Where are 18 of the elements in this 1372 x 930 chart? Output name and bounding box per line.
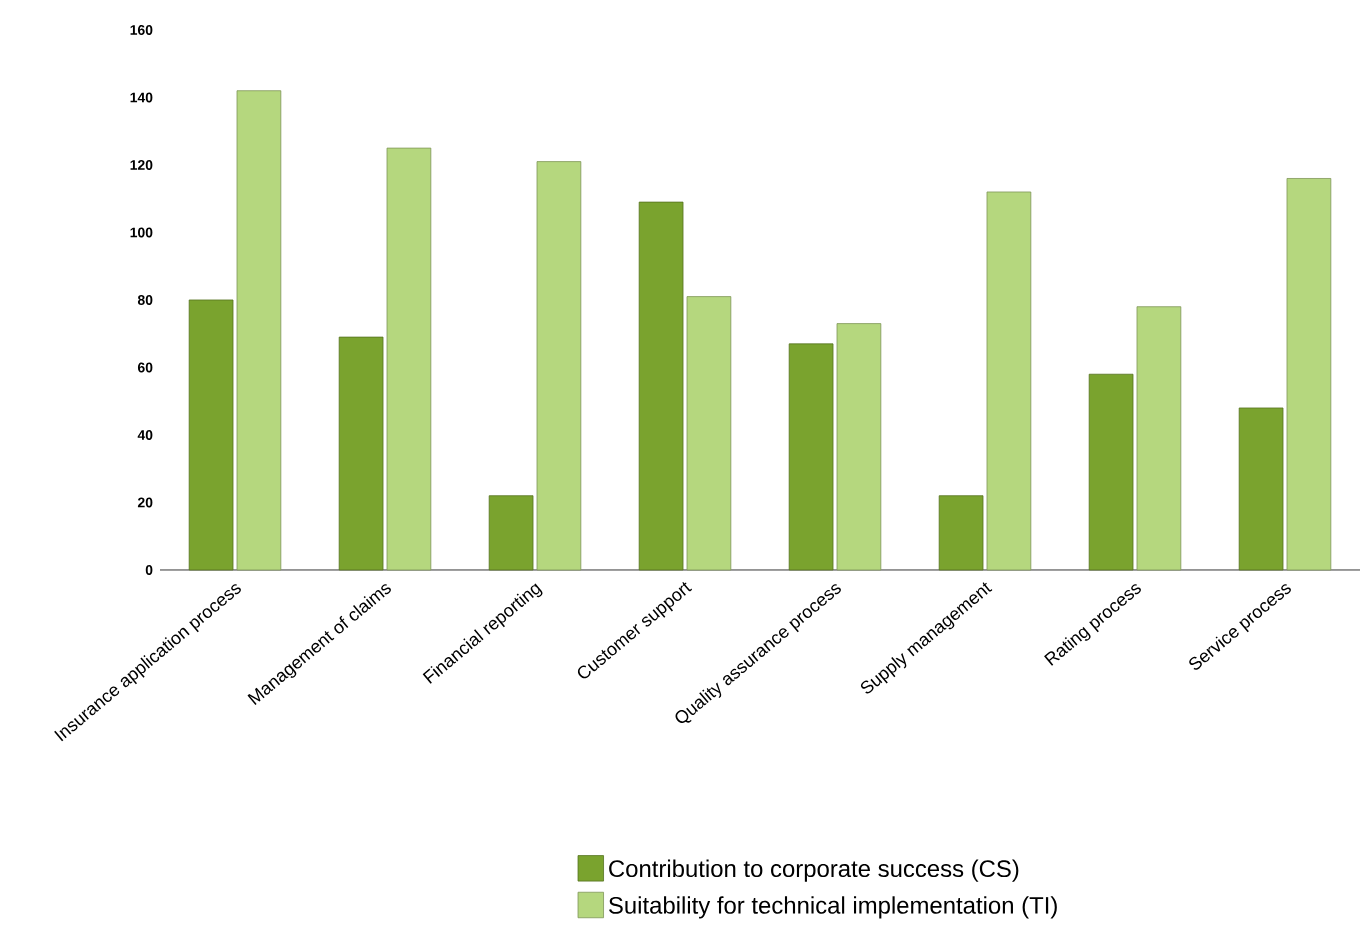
bar	[638, 201, 684, 571]
bar	[1238, 407, 1284, 571]
bar	[1088, 373, 1134, 571]
bar	[686, 296, 732, 571]
legend-label: Suitability for technical implementation (TI)	[609, 896, 1057, 919]
bar	[788, 343, 834, 571]
bar	[386, 147, 432, 571]
bar	[938, 495, 984, 571]
bar	[1136, 306, 1182, 571]
bar	[986, 191, 1032, 571]
bar	[536, 161, 582, 571]
bar	[1286, 178, 1332, 571]
bar	[236, 90, 282, 571]
bar	[488, 495, 534, 571]
legend-label: Contribution to corporate success (CS)	[609, 859, 1019, 882]
bar	[338, 336, 384, 571]
bar	[188, 299, 234, 571]
bar	[836, 323, 882, 571]
